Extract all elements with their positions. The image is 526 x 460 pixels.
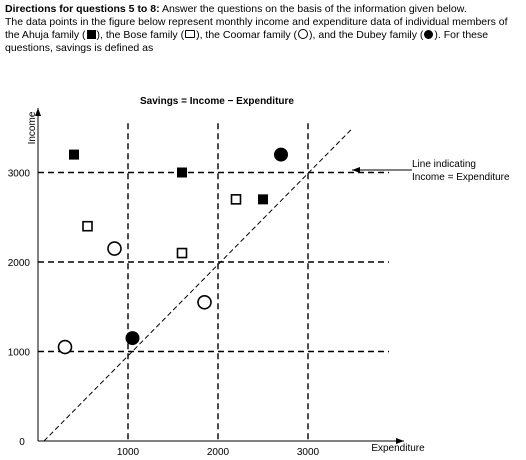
data-points	[57, 147, 288, 355]
chart-title: Savings = Income − Expenditure	[140, 96, 294, 107]
coomar-open-circle-icon	[298, 29, 309, 40]
directions-line2c: ), the Coomar family (	[196, 29, 298, 41]
ahuja-data-point	[177, 167, 187, 178]
dubey-data-point	[125, 331, 140, 346]
grid-lines	[38, 123, 389, 441]
directions-text: Directions for questions 5 to 8: Answer …	[5, 3, 523, 55]
tick-labels: 1000 2000 3000 1000 2000 3000	[8, 169, 320, 459]
ahuja-data-point	[69, 149, 79, 160]
coomar-data-point	[107, 241, 122, 256]
directions-line1: Answer the questions on the basis of the…	[159, 3, 467, 15]
bose-data-point	[82, 220, 93, 232]
origin-label: 0	[19, 437, 25, 448]
directions-line2e: ). For these questions, savings is defin…	[5, 29, 489, 54]
directions-heading: Directions for questions 5 to 8:	[5, 3, 160, 15]
x-tick-label: 3000	[297, 447, 320, 458]
ahuja-filled-square-icon	[86, 29, 96, 39]
coomar-data-point	[57, 339, 73, 355]
reference-line	[43, 127, 354, 442]
x-tick-label: 1000	[117, 447, 140, 458]
y-tick-label: 3000	[8, 169, 31, 180]
bose-data-point	[230, 194, 242, 205]
directions-line2d: ), and the Dubey family (	[309, 29, 424, 41]
reference-line-label-1: Line indicating	[412, 159, 476, 170]
bose-open-square-icon	[185, 30, 196, 39]
x-axis-label: Expenditure	[371, 443, 425, 454]
y-tick-label: 1000	[8, 348, 31, 359]
directions-line2b: ), the Bose family (	[96, 29, 185, 41]
x-tick-label: 2000	[207, 447, 230, 458]
ahuja-data-point	[258, 194, 268, 205]
reference-line-group	[43, 127, 354, 442]
coomar-data-point	[197, 294, 212, 310]
dubey-filled-circle-icon	[424, 29, 434, 39]
y-tick-label: 2000	[8, 258, 31, 269]
dubey-data-point	[274, 147, 288, 162]
reference-line-label-2: Income = Expenditure	[412, 172, 510, 183]
y-axis-label: Income	[27, 111, 38, 144]
bose-data-point	[176, 247, 188, 259]
directions-line2a: The data points in the figure below repr…	[5, 16, 508, 41]
